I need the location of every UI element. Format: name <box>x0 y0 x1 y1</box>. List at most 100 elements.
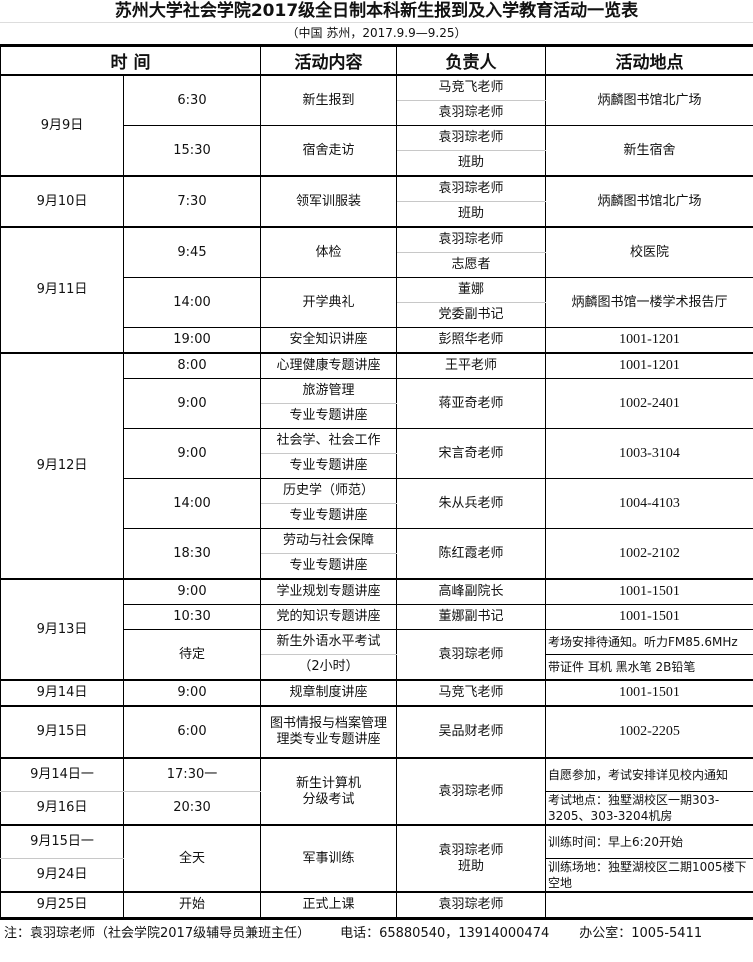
table-row: 志愿者 <box>1 252 753 278</box>
person-cell: 蒋亚奇老师 <box>396 378 547 429</box>
header-time: 时 间 <box>0 46 262 76</box>
time-cell: 19:00 <box>122 327 262 354</box>
date-cell: 9月15日一 <box>0 824 124 859</box>
date-cell: 9月15日 <box>0 705 124 759</box>
header-row: 时 间 活动内容 负责人 活动地点 <box>0 46 753 76</box>
time-cell: 8:00 <box>122 352 262 379</box>
table-row: 9月24日 训练场地：独墅湖校区二期1005楼下空地 <box>0 858 753 893</box>
activity-cell: 军事训练 <box>260 824 398 893</box>
activity-cell: 规章制度讲座 <box>260 679 398 707</box>
time-cell: 14:00 <box>122 277 262 328</box>
activity-cell: 新生外语水平考试 <box>260 629 398 655</box>
time-cell: 开始 <box>122 891 262 918</box>
table-row: 10:30 党的知识专题讲座 董娜副书记 1001-1501 <box>1 604 753 630</box>
place-cell: 新生宿舍 <box>545 125 753 177</box>
activity-cell: 旅游管理 <box>260 378 398 404</box>
activity-cell: 劳动与社会保障 <box>260 528 398 554</box>
table-row: 19:00 安全知识讲座 彭照华老师 1001-1201 <box>1 327 753 354</box>
activity-cell: 专业专题讲座 <box>260 403 398 429</box>
place-cell: 考场安排待通知。听力FM85.6MHz <box>545 629 753 655</box>
date-cell: 9月11日 <box>0 226 124 354</box>
activity-cell: 开学典礼 <box>260 277 398 328</box>
person-cell: 班助 <box>396 150 547 177</box>
place-cell: 1002-2102 <box>545 528 753 580</box>
person-cell: 袁羽琮老师 <box>396 175 547 202</box>
activity-cell: 专业专题讲座 <box>260 553 398 580</box>
place-cell: 1004-4103 <box>545 478 753 529</box>
time-cell: 9:00 <box>122 679 262 707</box>
date-cell: 9月14日 <box>0 679 124 707</box>
person-cell: 马竞飞老师 <box>396 74 547 101</box>
activity-cell: 新生计算机 分级考试 <box>260 757 398 826</box>
date-cell: 9月24日 <box>0 858 124 893</box>
activity-cell: 图书情报与档案管理 理类专业专题讲座 <box>260 705 398 759</box>
place-cell: 1002-2205 <box>545 705 753 759</box>
activity-cell: 专业专题讲座 <box>260 453 398 479</box>
activity-cell: 心理健康专题讲座 <box>260 352 398 379</box>
activity-cell: 党的知识专题讲座 <box>260 604 398 630</box>
table-row: 9:00 社会学、社会工作 宋言奇老师 1003-3104 <box>1 428 753 479</box>
table-row: 袁羽琮老师 <box>1 100 753 126</box>
time-cell: 9:00 <box>122 428 262 479</box>
activity-cell: 学业规划专题讲座 <box>260 578 398 605</box>
date-cell: 9月14日一 <box>0 757 124 792</box>
date-cell: 9月16日 <box>0 791 124 826</box>
table-row: 党委副书记 <box>1 302 753 328</box>
table-row: 9月15日 6:00 图书情报与档案管理 理类专业专题讲座 吴品财老师 1002-220… <box>0 705 753 759</box>
person-cell: 董娜 <box>396 277 547 303</box>
time-cell: 20:30 <box>122 791 262 826</box>
page-title: 苏州大学社会学院2017级全日制本科新生报到及入学教育活动一览表 <box>0 0 753 23</box>
person-cell: 彭照华老师 <box>396 327 547 354</box>
person-cell: 陈红霞老师 <box>396 528 547 580</box>
place-cell: 1001-1201 <box>545 327 753 354</box>
time-cell: 全天 <box>122 824 262 893</box>
person-cell: 马竞飞老师 <box>396 679 547 707</box>
place-cell: 训练时间：早上6:20开始 <box>545 824 753 859</box>
date-cell: 9月9日 <box>0 74 124 177</box>
place-cell: 1002-2401 <box>545 378 753 429</box>
person-cell: 董娜副书记 <box>396 604 547 630</box>
table-row: 班助 <box>1 201 753 228</box>
person-cell: 吴品财老师 <box>396 705 547 759</box>
person-cell: 王平老师 <box>396 352 547 379</box>
place-cell: 带证件 耳机 黑水笔 2B铅笔 <box>545 654 753 681</box>
header-person: 负责人 <box>396 46 547 76</box>
table-row: 14:00 历史学（师范） 朱从兵老师 1004-4103 <box>1 478 753 529</box>
table-row: 9月14日 9:00 规章制度讲座 马竞飞老师 1001-1501 <box>0 679 753 707</box>
person-cell: 班助 <box>396 201 547 228</box>
place-cell: 1001-1201 <box>545 352 753 379</box>
person-cell: 袁羽琮老师 <box>396 757 547 826</box>
person-cell: 袁羽琮老师 <box>396 629 547 681</box>
date-cell: 9月13日 <box>0 578 124 681</box>
person-cell: 袁羽琮老师 班助 <box>396 824 547 893</box>
footer-office: 办公室：1005-5411 <box>579 926 703 941</box>
footer-phone: 电话：65880540，13914000474 <box>340 926 550 941</box>
place-cell: 1003-3104 <box>545 428 753 479</box>
table-row: 9:00 旅游管理 蒋亚奇老师 1002-2401 <box>1 378 753 429</box>
schedule-table: 时 间 活动内容 负责人 活动地点 9月9日 6:30 新生报到 马竞飞老师 炳麟图书馆… <box>0 46 753 918</box>
time-cell: 10:30 <box>122 604 262 630</box>
time-cell: 7:30 <box>122 175 262 228</box>
table-row: 9月13日 9:00 学业规划专题讲座 高峰副院长 1001-1501 <box>0 578 753 681</box>
table-row: 9月10日 7:30 领军训服装 袁羽琮老师 炳麟图书馆北广场 <box>0 175 753 228</box>
table-row: 9月14日一 17:30一 新生计算机 分级考试 袁羽琮老师 自愿参加，考试安排详见校内… <box>0 757 753 826</box>
page-subtitle: （中国 苏州，2017.9.9—9.25） <box>0 23 753 46</box>
table-row: 14:00 开学典礼 董娜 炳麟图书馆一楼学术报告厅 <box>1 277 753 328</box>
time-cell: 14:00 <box>122 478 262 529</box>
activity-cell: 专业专题讲座 <box>260 503 398 529</box>
time-cell: 18:30 <box>122 528 262 580</box>
activity-cell: 安全知识讲座 <box>260 327 398 354</box>
date-cell: 9月12日 <box>0 352 124 580</box>
activity-cell: 历史学（师范） <box>260 478 398 504</box>
time-cell: 17:30一 <box>122 757 262 792</box>
activity-cell: 领军训服装 <box>260 175 398 228</box>
person-cell: 袁羽琮老师 <box>396 226 547 253</box>
place-cell: 考试地点：独墅湖校区一期303-3205、303-3204机房 <box>545 791 753 826</box>
date-cell: 9月10日 <box>0 175 124 228</box>
activity-cell: 社会学、社会工作 <box>260 428 398 454</box>
table-row: 9月9日 6:30 新生报到 马竞飞老师 炳麟图书馆北广场 <box>0 74 753 177</box>
header-place: 活动地点 <box>545 46 753 76</box>
table-row: 专业专题讲座 <box>1 453 753 479</box>
place-cell: 校医院 <box>545 226 753 278</box>
activity-cell: （2小时） <box>260 654 398 681</box>
